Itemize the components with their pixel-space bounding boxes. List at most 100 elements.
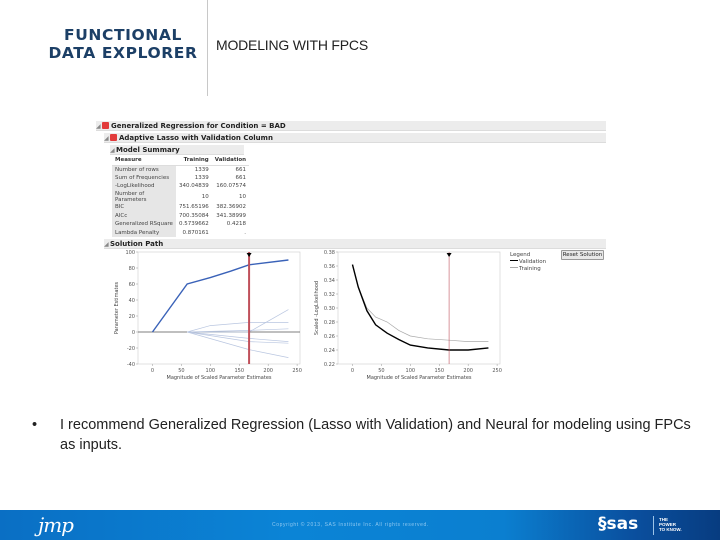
measure-cell: Number of rows <box>112 165 176 174</box>
svg-text:Magnitude of Scaled Parameter: Magnitude of Scaled Parameter Estimates <box>367 375 472 381</box>
red-triangle-menu-icon[interactable] <box>102 122 109 129</box>
svg-text:0: 0 <box>151 368 154 374</box>
svg-text:80: 80 <box>129 266 135 272</box>
svg-text:200: 200 <box>263 368 273 374</box>
training-cell: 340.04839 <box>179 183 209 190</box>
svg-text:0.34: 0.34 <box>324 278 335 284</box>
validation-cell: 341.38999 <box>216 212 247 219</box>
legend-title: Legend <box>510 252 531 258</box>
column-header: Training <box>176 156 212 166</box>
report-title: Generalized Regression for Condition = B… <box>111 122 286 130</box>
model-summary-title: Model Summary <box>116 146 180 154</box>
tagline-line: THE <box>659 517 668 522</box>
sas-logo: §sas <box>598 514 638 534</box>
svg-text:0.26: 0.26 <box>324 334 335 340</box>
tagline-line: POWER <box>659 522 677 527</box>
loglikelihood-chart[interactable]: 0.22 0.24 0.26 0.28 0.30 0.32 0.34 0.36 0.38 0 50 1… <box>308 248 508 382</box>
svg-text:250: 250 <box>292 368 302 374</box>
copyright-text: Copyright © 2013, SAS Institute Inc. All… <box>272 522 429 528</box>
reset-solution-button[interactable]: Reset Solution <box>561 250 604 260</box>
disclosure-icon[interactable]: ◢ <box>104 241 109 248</box>
bullet-point: • I recommend Generalized Regression (La… <box>32 415 697 455</box>
svg-text:0.28: 0.28 <box>324 320 335 326</box>
table-row: Lambda Penalty 0.870161. <box>112 228 249 238</box>
measure-cell: Lambda Penalty <box>112 228 176 238</box>
table-row: AICc 700.35084 341.38999 <box>112 211 249 220</box>
validation-cell: 382.36902 <box>216 204 247 211</box>
brand-title: FUNCTIONAL DATA EXPLORER <box>38 26 208 62</box>
table-row: -LogLikelihood 340.04839 160.07574 <box>112 182 249 191</box>
svg-text:150: 150 <box>434 368 444 374</box>
brand-line-2: DATA EXPLORER <box>48 44 198 62</box>
svg-text:100: 100 <box>206 368 216 374</box>
svg-text:0.32: 0.32 <box>324 292 335 298</box>
solution-path-title: Solution Path <box>110 240 164 248</box>
measure-cell: Number of Parameters <box>112 190 176 203</box>
svg-text:20: 20 <box>129 314 135 320</box>
disclosure-icon[interactable]: ◢ <box>110 147 115 154</box>
validation-cell: 0.4218 <box>226 221 247 228</box>
table-row: Generalized RSquare 0.5739662 0.4218 <box>112 219 249 229</box>
table-row: Number of Parameters 10 10 <box>112 190 249 203</box>
table-row: Number of rows 1339 661 <box>112 165 249 174</box>
report-outline-header[interactable]: ◢ Generalized Regression for Condition = … <box>96 121 606 131</box>
sas-swirl-icon: § <box>598 514 607 534</box>
measure-cell: Generalized RSquare <box>112 219 176 229</box>
svg-text:50: 50 <box>378 368 384 374</box>
validation-cell: 160.07574 <box>216 183 247 190</box>
training-cell: 700.35084 <box>179 212 209 219</box>
bullet-icon: • <box>32 417 38 433</box>
footer-bar: jmp Copyright © 2013, SAS Institute Inc.… <box>0 510 720 540</box>
svg-text:0.36: 0.36 <box>324 264 335 270</box>
jmp-report: ◢ Generalized Regression for Condition = … <box>96 120 606 382</box>
table-row: Sum of Frequencies 1339 661 <box>112 173 249 183</box>
bullet-text: I recommend Generalized Regression (Lass… <box>60 417 691 453</box>
method-outline-header[interactable]: ◢ Adaptive Lasso with Validation Column <box>104 133 606 143</box>
brand-line-1: FUNCTIONAL <box>64 26 182 44</box>
svg-text:50: 50 <box>178 368 184 374</box>
svg-text:0.24: 0.24 <box>324 348 335 354</box>
measure-cell: AICc <box>112 211 176 220</box>
sas-wordmark: sas <box>606 514 639 534</box>
sas-tagline: THE POWER TO KNOW. <box>659 517 682 532</box>
legend-label: Validation <box>519 259 547 265</box>
training-cell: 0.870161 <box>182 229 209 236</box>
disclosure-icon[interactable]: ◢ <box>96 123 101 130</box>
parameter-estimates-chart[interactable]: -40 -20 0 20 40 60 80 100 0 50 100 150 200 250 Magnitu… <box>110 248 310 382</box>
svg-text:0: 0 <box>351 368 354 374</box>
red-triangle-menu-icon[interactable] <box>110 134 117 141</box>
header-divider <box>207 0 208 96</box>
svg-text:Magnitude of Scaled Parameter: Magnitude of Scaled Parameter Estimates <box>167 375 272 381</box>
validation-cell: 661 <box>235 166 247 173</box>
measure-cell: BIC <box>112 202 176 212</box>
svg-text:Parameter Estimates: Parameter Estimates <box>114 281 120 334</box>
svg-text:0.30: 0.30 <box>324 306 335 312</box>
column-header: Measure <box>112 156 176 166</box>
svg-text:100: 100 <box>125 250 135 256</box>
table-row: BIC 751.65196 382.36902 <box>112 202 249 212</box>
legend-item-validation: Validation <box>510 259 546 266</box>
svg-text:-20: -20 <box>127 346 135 352</box>
disclosure-icon[interactable]: ◢ <box>104 135 109 142</box>
legend-swatch <box>510 260 518 261</box>
logo-divider <box>653 516 654 535</box>
training-cell: 1339 <box>194 166 209 173</box>
method-title: Adaptive Lasso with Validation Column <box>119 134 273 142</box>
svg-text:0: 0 <box>132 330 135 336</box>
legend-item-training: Training <box>510 266 546 273</box>
measure-cell: -LogLikelihood <box>112 182 176 191</box>
svg-text:250: 250 <box>492 368 502 374</box>
svg-text:200: 200 <box>463 368 473 374</box>
column-header: Validation <box>211 156 250 166</box>
training-cell: 751.65196 <box>179 204 209 211</box>
measure-cell: Sum of Frequencies <box>112 173 176 183</box>
model-summary-table: Measure Training Validation Number of ro… <box>112 156 250 238</box>
chart-legend: Legend Validation Training <box>510 252 546 273</box>
svg-text:0.22: 0.22 <box>324 362 335 368</box>
training-cell: 1339 <box>194 174 209 181</box>
solution-path-header[interactable]: ◢Solution Path <box>104 239 606 249</box>
model-summary-header[interactable]: ◢Model Summary <box>110 145 244 155</box>
training-cell: 0.5739662 <box>179 221 209 228</box>
legend-label: Training <box>519 266 541 272</box>
slide-title: MODELING WITH FPCS <box>216 37 368 53</box>
